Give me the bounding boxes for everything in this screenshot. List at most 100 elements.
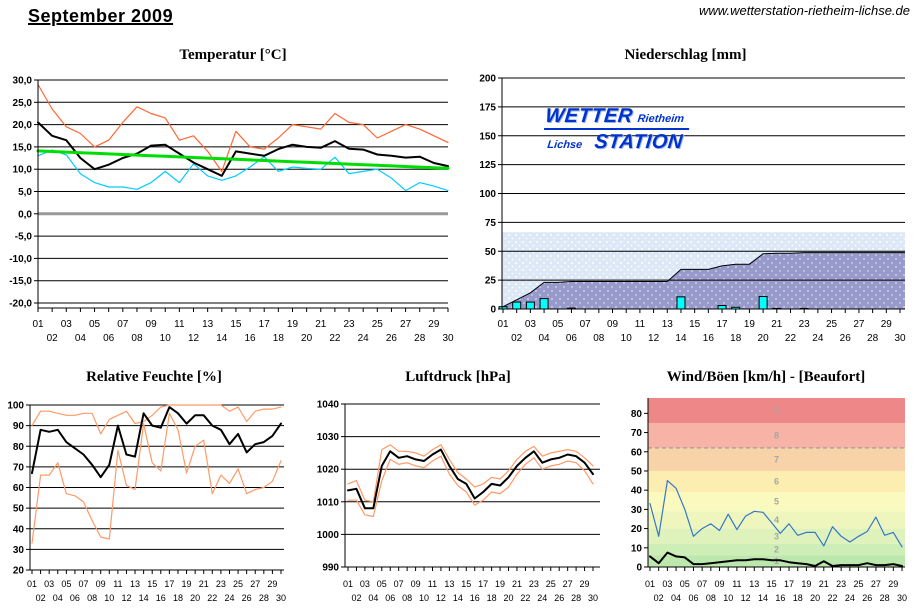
svg-text:30: 30 [894,333,906,344]
svg-text:29: 29 [428,319,440,330]
svg-text:28: 28 [571,593,581,603]
svg-text:06: 06 [566,333,578,344]
svg-text:13: 13 [749,579,759,589]
svg-text:20: 20 [13,566,25,577]
svg-text:01: 01 [27,579,37,589]
svg-text:17: 17 [164,579,174,589]
station-logo: WETTER Rietheim Lichse STATION [542,105,707,153]
svg-text:26: 26 [242,593,252,603]
svg-text:10: 10 [160,333,172,344]
svg-text:28: 28 [867,333,879,344]
svg-text:30: 30 [13,545,25,556]
humidity-chart: Relative Feuchte [%] 100 90 80 70 60 50 40 30 20… [8,366,300,609]
svg-text:05: 05 [680,579,690,589]
svg-text:15: 15 [147,579,157,589]
humidity-plot: 1009080706050403020010203040506070809101… [8,401,286,604]
svg-text:30: 30 [276,593,286,603]
svg-text:09: 09 [607,319,619,330]
svg-text:10: 10 [723,593,733,603]
svg-text:06: 06 [70,593,80,603]
svg-text:29: 29 [267,579,277,589]
wind-plot: 12 3 4 5 6 7 8 9 80 70 60 50 40 30 20 10 001 02 03 04 05 06 07… [631,398,907,603]
svg-text:25: 25 [233,579,243,589]
svg-text:03: 03 [662,579,672,589]
svg-text:2: 2 [774,545,779,555]
svg-text:13: 13 [130,579,140,589]
svg-text:09: 09 [715,579,725,589]
svg-text:24: 24 [845,593,855,603]
svg-text:02: 02 [511,333,523,344]
svg-text:25: 25 [854,579,864,589]
svg-text:5: 5 [774,497,779,507]
svg-text:-10,0: -10,0 [9,254,32,265]
svg-text:26: 26 [554,593,564,603]
logo-divider-line [543,128,690,130]
svg-text:05: 05 [377,579,387,589]
svg-text:21: 21 [819,579,829,589]
svg-text:08: 08 [593,333,605,344]
svg-text:10: 10 [631,543,643,554]
svg-text:100: 100 [479,189,496,200]
svg-text:04: 04 [539,333,551,344]
svg-text:19: 19 [287,319,299,330]
svg-text:30: 30 [588,593,598,603]
svg-text:13: 13 [202,319,214,330]
svg-text:29: 29 [881,319,893,330]
svg-text:05: 05 [89,319,101,330]
svg-text:13: 13 [444,579,454,589]
svg-text:04: 04 [53,593,63,603]
svg-text:25: 25 [372,319,384,330]
svg-text:25: 25 [826,319,838,330]
svg-text:1010: 1010 [317,497,340,508]
pressure-chart-title: Luftdruck [hPa] [405,369,511,385]
svg-text:21: 21 [771,319,783,330]
website-url-link[interactable]: www.wetterstation-rietheim-lichse.de [699,3,910,18]
svg-text:15,0: 15,0 [13,142,33,153]
svg-text:80: 80 [631,409,643,420]
svg-text:990: 990 [322,563,339,574]
svg-text:17: 17 [716,319,728,330]
svg-text:28: 28 [414,333,426,344]
svg-text:01: 01 [645,579,655,589]
pressure-chart: Luftdruck [hPa] 1040 1030 1020 1010 1000 990 0… [308,366,608,609]
svg-text:07: 07 [697,579,707,589]
svg-text:60: 60 [13,483,25,494]
svg-text:22: 22 [207,593,217,603]
svg-text:08: 08 [402,593,412,603]
svg-text:12: 12 [121,593,131,603]
svg-text:13: 13 [662,319,674,330]
svg-text:15: 15 [230,319,242,330]
svg-text:18: 18 [730,333,742,344]
svg-text:24: 24 [537,593,547,603]
svg-text:50: 50 [13,504,25,515]
svg-text:12: 12 [188,333,200,344]
svg-text:70: 70 [631,428,643,439]
svg-text:12: 12 [741,593,751,603]
svg-text:17: 17 [784,579,794,589]
svg-text:07: 07 [79,579,89,589]
logo-row-top: WETTER Rietheim [544,105,706,127]
svg-text:27: 27 [400,319,412,330]
svg-text:8: 8 [774,430,779,440]
svg-text:20: 20 [810,593,820,603]
svg-text:09: 09 [411,579,421,589]
svg-text:22: 22 [329,333,341,344]
svg-text:0: 0 [490,305,496,316]
svg-text:20: 20 [631,524,643,535]
svg-text:03: 03 [44,579,54,589]
svg-text:06: 06 [385,593,395,603]
pressure-plot: 1040103010201010100099001020304050607080… [317,400,600,603]
svg-text:24: 24 [224,593,234,603]
svg-text:09: 09 [96,579,106,589]
svg-text:70: 70 [13,462,25,473]
svg-text:16: 16 [245,333,257,344]
svg-text:30: 30 [897,593,907,603]
svg-text:18: 18 [173,593,183,603]
svg-text:9: 9 [774,405,779,415]
svg-text:27: 27 [871,579,881,589]
svg-text:18: 18 [793,593,803,603]
svg-text:28: 28 [259,593,269,603]
logo-rietheim-text: Rietheim [636,113,685,125]
svg-text:14: 14 [453,593,463,603]
